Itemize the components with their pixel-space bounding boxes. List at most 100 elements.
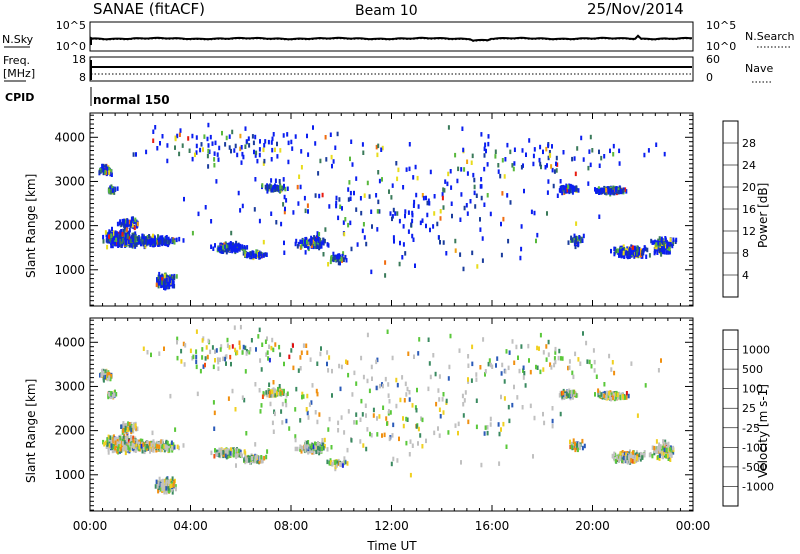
range-gate-cell — [158, 271, 161, 277]
range-gate-cell — [335, 203, 338, 209]
range-gate-cell — [102, 439, 105, 445]
range-gate-cell — [505, 349, 508, 354]
range-gate-cell — [337, 428, 340, 433]
range-gate-cell — [164, 279, 167, 285]
range-gate-cell — [106, 239, 109, 244]
range-gate-cell — [244, 345, 247, 351]
range-gate-cell — [247, 136, 250, 141]
range-gate-cell — [241, 151, 244, 157]
range-gate-cell — [666, 453, 669, 459]
range-gate-cell — [245, 457, 248, 462]
range-gate-cell — [161, 273, 164, 279]
range-gate-cell — [150, 352, 152, 358]
range-gate-cell — [341, 253, 344, 259]
range-gate-cell — [377, 143, 380, 149]
y-tick-label: 3000 — [54, 174, 85, 188]
range-gate-cell — [266, 189, 269, 194]
range-gate-cell — [446, 181, 449, 187]
range-gate-cell — [327, 243, 330, 248]
range-gate-cell — [627, 393, 630, 399]
range-gate-cell — [139, 438, 142, 443]
range-gate-cell — [442, 205, 445, 210]
range-gate-cell — [553, 356, 556, 361]
nave-tick-bottom: 0 — [706, 71, 713, 84]
n-sky-label: N.Sky — [2, 33, 34, 46]
range-gate-cell — [328, 461, 331, 466]
range-gate-cell — [636, 251, 638, 256]
range-gate-cell — [536, 345, 539, 351]
range-gate-cell — [180, 348, 183, 354]
range-gate-cell — [659, 451, 662, 456]
range-gate-cell — [316, 449, 319, 454]
range-gate-cell — [587, 181, 590, 186]
range-gate-cell — [580, 135, 583, 141]
range-gate-cell — [120, 222, 123, 227]
range-gate-cell — [298, 174, 301, 179]
range-gate-cell — [562, 390, 565, 396]
range-gate-cell — [166, 143, 169, 148]
range-gate-cell — [459, 217, 462, 222]
range-gate-cell — [571, 370, 574, 376]
range-gate-cell — [600, 188, 603, 193]
range-gate-cell — [326, 350, 329, 355]
range-gate-cell — [559, 411, 562, 417]
range-gate-cell — [151, 444, 154, 449]
range-gate-cell — [307, 152, 310, 157]
range-gate-cell — [663, 250, 666, 255]
range-gate-cell — [146, 241, 149, 246]
range-gate-cell — [665, 250, 668, 255]
range-gate-cell — [589, 134, 592, 140]
date-title: 25/Nov/2014 — [587, 0, 684, 18]
range-gate-cell — [508, 350, 511, 355]
y-tick-label: 4000 — [54, 130, 85, 144]
range-gate-cell — [618, 189, 621, 195]
n-search-series — [90, 35, 693, 45]
range-gate-cell — [519, 255, 522, 261]
range-gate-cell — [398, 218, 401, 224]
range-gate-cell — [522, 163, 524, 168]
range-gate-cell — [445, 398, 448, 404]
range-gate-cell — [142, 442, 145, 447]
range-gate-cell — [224, 356, 226, 362]
range-gate-cell — [297, 368, 300, 373]
range-gate-cell — [359, 196, 362, 201]
range-gate-cell — [337, 257, 340, 262]
range-gate-cell — [110, 443, 113, 448]
range-gate-cell — [406, 386, 409, 392]
range-gate-cell — [346, 447, 349, 453]
range-gate-cell — [290, 348, 293, 353]
range-gate-cell — [323, 443, 326, 449]
range-gate-cell — [559, 356, 562, 361]
range-gate-cell — [243, 397, 246, 403]
range-gate-cell — [577, 241, 579, 246]
range-gate-cell — [432, 224, 435, 229]
range-gate-cell — [403, 398, 406, 403]
range-gate-cell — [102, 378, 105, 383]
range-gate-cell — [662, 451, 665, 456]
range-gate-cell — [360, 210, 363, 216]
range-gate-cell — [160, 483, 163, 488]
range-gate-cell — [171, 476, 174, 481]
range-gate-cell — [638, 452, 641, 458]
range-gate-cell — [376, 357, 379, 363]
velocity-cells — [99, 324, 675, 495]
range-gate-cell — [621, 247, 624, 253]
range-gate-cell — [350, 246, 353, 252]
range-gate-cell — [282, 391, 285, 396]
range-gate-cell — [667, 441, 670, 447]
range-gate-cell — [210, 219, 213, 224]
range-gate-cell — [603, 393, 606, 399]
range-gate-cell — [305, 407, 308, 412]
range-gate-cell — [271, 389, 274, 395]
range-gate-cell — [441, 195, 444, 201]
range-gate-cell — [102, 234, 105, 240]
range-gate-cell — [666, 244, 669, 249]
range-gate-cell — [460, 460, 462, 465]
range-gate-cell — [396, 176, 399, 182]
range-gate-cell — [171, 278, 174, 284]
range-gate-cell — [561, 394, 564, 399]
range-gate-cell — [503, 396, 506, 401]
range-gate-cell — [476, 264, 479, 269]
range-gate-cell — [628, 251, 631, 257]
range-gate-cell — [664, 236, 667, 241]
